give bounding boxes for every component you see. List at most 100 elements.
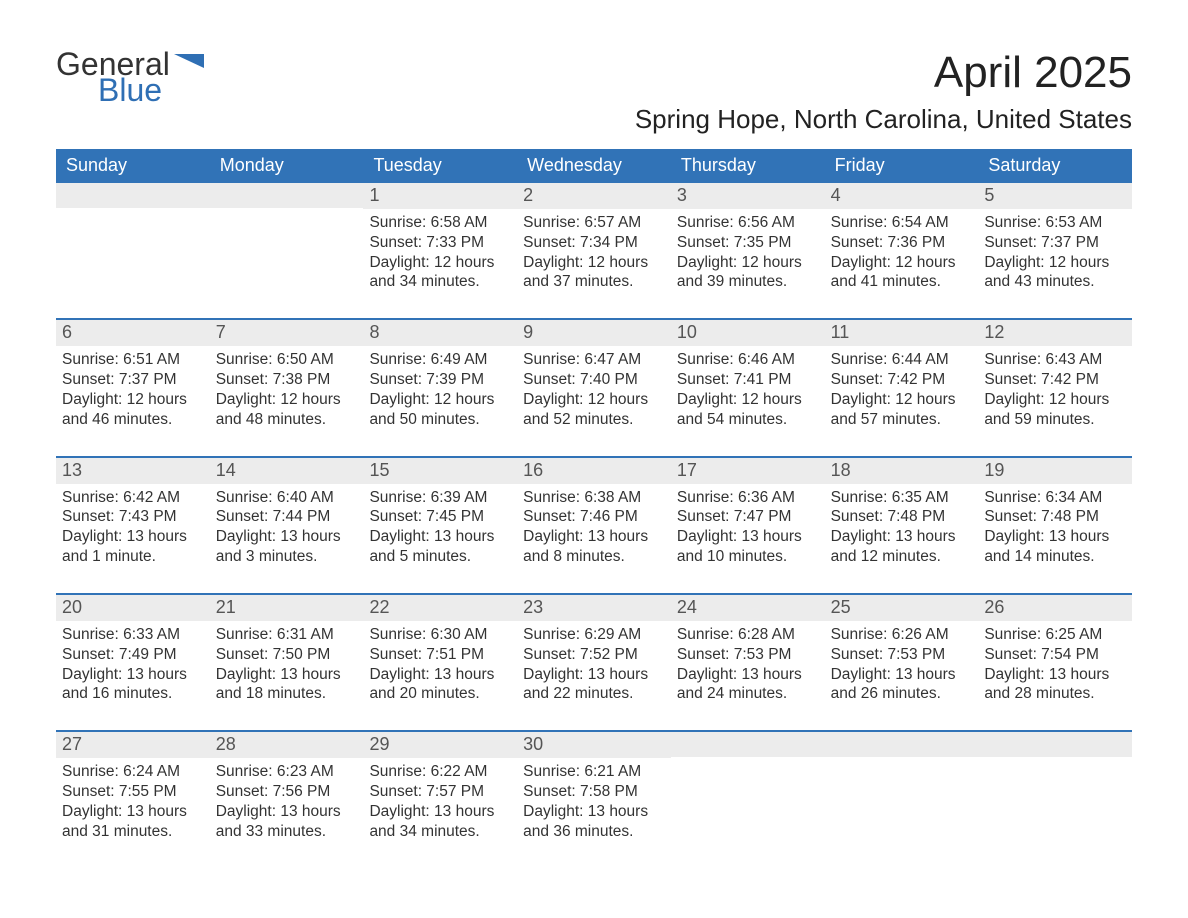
day-details: Sunrise: 6:57 AMSunset: 7:34 PMDaylight:… [517,209,671,292]
weekday-header: Sunday [56,149,210,183]
day-details: Sunrise: 6:58 AMSunset: 7:33 PMDaylight:… [363,209,517,292]
weekday-header: Friday [825,149,979,183]
day-cell [56,183,210,318]
calendar: Sunday Monday Tuesday Wednesday Thursday… [56,149,1132,868]
daylight-text: Daylight: 13 hours and 22 minutes. [523,665,665,705]
day-cell: 18Sunrise: 6:35 AMSunset: 7:48 PMDayligh… [825,458,979,593]
sunset-text: Sunset: 7:50 PM [216,645,358,665]
day-details: Sunrise: 6:22 AMSunset: 7:57 PMDaylight:… [363,758,517,841]
day-number: 18 [825,458,979,484]
day-number: 13 [56,458,210,484]
logo-flag-icon [174,54,208,80]
header: General Blue April 2025 Spring Hope, Nor… [56,48,1132,135]
sunrise-text: Sunrise: 6:26 AM [831,625,973,645]
day-number: 22 [363,595,517,621]
day-cell: 26Sunrise: 6:25 AMSunset: 7:54 PMDayligh… [978,595,1132,730]
sunrise-text: Sunrise: 6:25 AM [984,625,1126,645]
sunrise-text: Sunrise: 6:57 AM [523,213,665,233]
sunrise-text: Sunrise: 6:39 AM [369,488,511,508]
sunset-text: Sunset: 7:52 PM [523,645,665,665]
sunset-text: Sunset: 7:46 PM [523,507,665,527]
sunrise-text: Sunrise: 6:28 AM [677,625,819,645]
daylight-text: Daylight: 12 hours and 59 minutes. [984,390,1126,430]
day-cell: 19Sunrise: 6:34 AMSunset: 7:48 PMDayligh… [978,458,1132,593]
weekday-header-row: Sunday Monday Tuesday Wednesday Thursday… [56,149,1132,183]
weekday-header: Monday [210,149,364,183]
day-cell: 13Sunrise: 6:42 AMSunset: 7:43 PMDayligh… [56,458,210,593]
day-number: 14 [210,458,364,484]
day-cell: 20Sunrise: 6:33 AMSunset: 7:49 PMDayligh… [56,595,210,730]
daylight-text: Daylight: 12 hours and 48 minutes. [216,390,358,430]
sunset-text: Sunset: 7:37 PM [62,370,204,390]
sunset-text: Sunset: 7:56 PM [216,782,358,802]
daylight-text: Daylight: 13 hours and 14 minutes. [984,527,1126,567]
sunrise-text: Sunrise: 6:24 AM [62,762,204,782]
sunset-text: Sunset: 7:53 PM [677,645,819,665]
day-cell: 2Sunrise: 6:57 AMSunset: 7:34 PMDaylight… [517,183,671,318]
day-details: Sunrise: 6:54 AMSunset: 7:36 PMDaylight:… [825,209,979,292]
day-details: Sunrise: 6:56 AMSunset: 7:35 PMDaylight:… [671,209,825,292]
day-cell: 21Sunrise: 6:31 AMSunset: 7:50 PMDayligh… [210,595,364,730]
daylight-text: Daylight: 13 hours and 34 minutes. [369,802,511,842]
day-cell: 29Sunrise: 6:22 AMSunset: 7:57 PMDayligh… [363,732,517,867]
day-details [56,208,210,212]
day-number: 28 [210,732,364,758]
day-cell: 10Sunrise: 6:46 AMSunset: 7:41 PMDayligh… [671,320,825,455]
day-details: Sunrise: 6:51 AMSunset: 7:37 PMDaylight:… [56,346,210,429]
day-details: Sunrise: 6:24 AMSunset: 7:55 PMDaylight:… [56,758,210,841]
day-cell: 9Sunrise: 6:47 AMSunset: 7:40 PMDaylight… [517,320,671,455]
day-details: Sunrise: 6:44 AMSunset: 7:42 PMDaylight:… [825,346,979,429]
weeks-container: 1Sunrise: 6:58 AMSunset: 7:33 PMDaylight… [56,183,1132,868]
day-cell: 28Sunrise: 6:23 AMSunset: 7:56 PMDayligh… [210,732,364,867]
day-number: 10 [671,320,825,346]
day-details: Sunrise: 6:36 AMSunset: 7:47 PMDaylight:… [671,484,825,567]
day-cell [210,183,364,318]
day-cell: 12Sunrise: 6:43 AMSunset: 7:42 PMDayligh… [978,320,1132,455]
daylight-text: Daylight: 13 hours and 33 minutes. [216,802,358,842]
logo: General Blue [56,48,208,106]
day-cell: 6Sunrise: 6:51 AMSunset: 7:37 PMDaylight… [56,320,210,455]
daylight-text: Daylight: 12 hours and 41 minutes. [831,253,973,293]
sunrise-text: Sunrise: 6:46 AM [677,350,819,370]
day-details: Sunrise: 6:47 AMSunset: 7:40 PMDaylight:… [517,346,671,429]
day-details [671,757,825,761]
sunrise-text: Sunrise: 6:51 AM [62,350,204,370]
day-details: Sunrise: 6:46 AMSunset: 7:41 PMDaylight:… [671,346,825,429]
day-details [210,208,364,212]
sunrise-text: Sunrise: 6:53 AM [984,213,1126,233]
week-row: 6Sunrise: 6:51 AMSunset: 7:37 PMDaylight… [56,318,1132,455]
sunrise-text: Sunrise: 6:44 AM [831,350,973,370]
daylight-text: Daylight: 13 hours and 31 minutes. [62,802,204,842]
daylight-text: Daylight: 12 hours and 57 minutes. [831,390,973,430]
daylight-text: Daylight: 13 hours and 36 minutes. [523,802,665,842]
logo-line2: Blue [56,74,170,106]
sunrise-text: Sunrise: 6:42 AM [62,488,204,508]
day-cell [978,732,1132,867]
weekday-header: Wednesday [517,149,671,183]
day-details: Sunrise: 6:49 AMSunset: 7:39 PMDaylight:… [363,346,517,429]
daylight-text: Daylight: 12 hours and 52 minutes. [523,390,665,430]
day-cell: 5Sunrise: 6:53 AMSunset: 7:37 PMDaylight… [978,183,1132,318]
sunset-text: Sunset: 7:58 PM [523,782,665,802]
day-details: Sunrise: 6:38 AMSunset: 7:46 PMDaylight:… [517,484,671,567]
sunset-text: Sunset: 7:53 PM [831,645,973,665]
sunset-text: Sunset: 7:39 PM [369,370,511,390]
day-number: 5 [978,183,1132,209]
week-row: 20Sunrise: 6:33 AMSunset: 7:49 PMDayligh… [56,593,1132,730]
sunrise-text: Sunrise: 6:50 AM [216,350,358,370]
sunset-text: Sunset: 7:42 PM [984,370,1126,390]
day-details: Sunrise: 6:26 AMSunset: 7:53 PMDaylight:… [825,621,979,704]
daylight-text: Daylight: 13 hours and 8 minutes. [523,527,665,567]
sunset-text: Sunset: 7:45 PM [369,507,511,527]
day-cell: 4Sunrise: 6:54 AMSunset: 7:36 PMDaylight… [825,183,979,318]
day-cell: 30Sunrise: 6:21 AMSunset: 7:58 PMDayligh… [517,732,671,867]
sunrise-text: Sunrise: 6:35 AM [831,488,973,508]
day-number: 24 [671,595,825,621]
sunset-text: Sunset: 7:48 PM [831,507,973,527]
sunrise-text: Sunrise: 6:30 AM [369,625,511,645]
sunset-text: Sunset: 7:40 PM [523,370,665,390]
daylight-text: Daylight: 13 hours and 26 minutes. [831,665,973,705]
day-details: Sunrise: 6:35 AMSunset: 7:48 PMDaylight:… [825,484,979,567]
sunrise-text: Sunrise: 6:34 AM [984,488,1126,508]
daylight-text: Daylight: 13 hours and 20 minutes. [369,665,511,705]
